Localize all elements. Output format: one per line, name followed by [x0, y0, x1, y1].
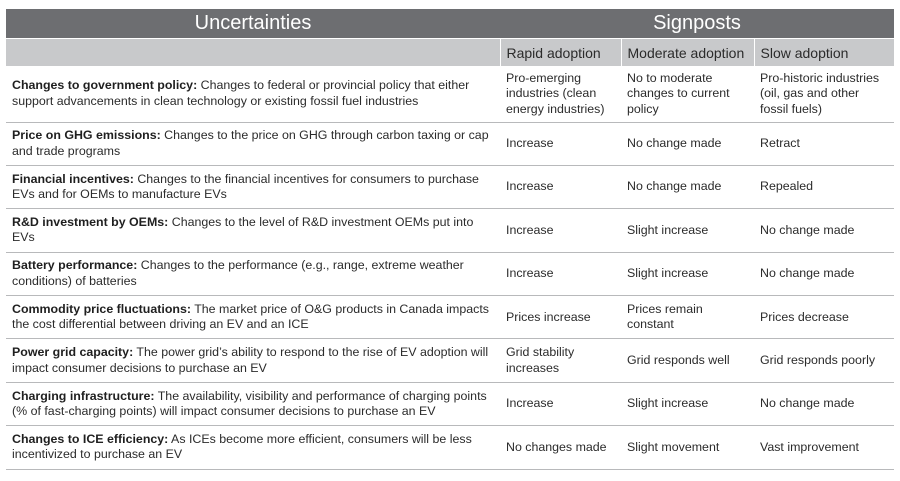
moderate-adoption-cell: No change made	[621, 165, 754, 210]
table-row: Charging infrastructure: The availabilit…	[6, 382, 894, 427]
uncertainty-description: The market price of O&G products in Cana…	[12, 301, 489, 332]
rapid-adoption-cell: Increase	[500, 382, 621, 427]
slow-adoption-header: Slow adoption	[753, 38, 894, 66]
uncertainty-title: Battery performance:	[12, 258, 138, 273]
rapid-adoption-cell: Grid stability increases	[500, 338, 621, 383]
table-row: Financial incentives: Changes to the fin…	[6, 165, 894, 210]
moderate-adoption-header: Moderate adoption	[620, 38, 754, 66]
uncertainty-description: Changes to the financial incentives for …	[12, 171, 479, 202]
rapid-adoption-cell: Pro-emerging industries (clean energy in…	[500, 66, 621, 123]
moderate-adoption-cell: Grid responds well	[621, 338, 754, 383]
uncertainty-title: Changes to ICE efficiency:	[12, 431, 169, 446]
uncertainty-cell: Power grid capacity: The power grid’s ab…	[6, 338, 500, 383]
slow-adoption-cell: Pro-historic industries (oil, gas and ot…	[754, 66, 894, 123]
uncertainty-cell: Commodity price fluctuations: The market…	[6, 295, 500, 340]
uncertainty-title: Price on GHG emissions:	[12, 128, 161, 143]
uncertainty-cell: R&D investment by OEMs: Changes to the l…	[6, 208, 500, 253]
header-row-top: Uncertainties Signposts	[6, 9, 894, 39]
uncertainty-title: R&D investment by OEMs:	[12, 214, 169, 229]
rapid-adoption-cell: Increase	[500, 252, 621, 297]
uncertainty-cell: Financial incentives: Changes to the fin…	[6, 165, 500, 210]
table-row: Power grid capacity: The power grid’s ab…	[6, 338, 894, 383]
moderate-adoption-cell: No change made	[621, 122, 754, 166]
table-row: Price on GHG emissions: Changes to the p…	[6, 122, 894, 166]
uncertainty-title: Power grid capacity:	[12, 345, 134, 360]
uncertainties-header: Uncertainties	[6, 9, 500, 39]
uncertainty-description: Changes to the level of R&D investment O…	[12, 214, 474, 245]
signposts-header: Signposts	[500, 9, 894, 39]
uncertainty-description: The availability, visibility and perform…	[12, 388, 487, 419]
slow-adoption-cell: Prices decrease	[754, 295, 894, 340]
uncertainty-description: Changes to the performance (e.g., range,…	[12, 258, 464, 288]
header-blank-cell	[6, 38, 500, 66]
moderate-adoption-cell: Prices remain constant	[621, 295, 754, 340]
table-row: Changes to government policy: Changes to…	[6, 66, 894, 123]
uncertainty-cell: Battery performance: Changes to the perf…	[6, 252, 500, 297]
uncertainty-title: Commodity price fluctuations:	[12, 301, 191, 316]
uncertainty-description: The power grid’s ability to respond to t…	[12, 345, 489, 375]
slow-adoption-cell: No change made	[754, 252, 894, 297]
uncertainty-description: Changes to the price on GHG through carb…	[12, 128, 489, 158]
slow-adoption-cell: No change made	[754, 382, 894, 427]
moderate-adoption-cell: Slight movement	[621, 425, 754, 470]
uncertainty-cell: Changes to ICE efficiency: As ICEs becom…	[6, 425, 500, 470]
uncertainty-description: Changes to federal or provincial policy …	[12, 78, 470, 108]
table-row: Battery performance: Changes to the perf…	[6, 252, 894, 297]
uncertainty-title: Charging infrastructure:	[12, 388, 155, 403]
moderate-adoption-cell: No to moderate changes to current policy	[621, 66, 754, 123]
rapid-adoption-cell: Increase	[500, 165, 621, 210]
header-row-sub: Rapid adoption Moderate adoption Slow ad…	[6, 38, 894, 66]
moderate-adoption-cell: Slight increase	[621, 252, 754, 297]
signposts-table: Uncertainties Signposts Rapid adoption M…	[6, 9, 894, 470]
rapid-adoption-cell: Increase	[500, 208, 621, 253]
table-row: Changes to ICE efficiency: As ICEs becom…	[6, 425, 894, 470]
moderate-adoption-cell: Slight increase	[621, 208, 754, 253]
signposts-table-container: Uncertainties Signposts Rapid adoption M…	[6, 9, 894, 470]
uncertainty-description: As ICEs become more efficient, consumers…	[12, 431, 472, 462]
uncertainty-cell: Charging infrastructure: The availabilit…	[6, 382, 500, 427]
rapid-adoption-header: Rapid adoption	[499, 38, 621, 66]
slow-adoption-cell: Grid responds poorly	[754, 338, 894, 383]
table-row: Commodity price fluctuations: The market…	[6, 295, 894, 340]
uncertainty-cell: Changes to government policy: Changes to…	[6, 66, 500, 123]
table-row: R&D investment by OEMs: Changes to the l…	[6, 208, 894, 253]
rapid-adoption-cell: Prices increase	[500, 295, 621, 340]
slow-adoption-cell: Retract	[754, 122, 894, 166]
slow-adoption-cell: Repealed	[754, 165, 894, 210]
uncertainty-cell: Price on GHG emissions: Changes to the p…	[6, 122, 500, 166]
rapid-adoption-cell: Increase	[500, 122, 621, 166]
moderate-adoption-cell: Slight increase	[621, 382, 754, 427]
uncertainty-title: Financial incentives:	[12, 171, 134, 186]
slow-adoption-cell: No change made	[754, 208, 894, 253]
uncertainty-title: Changes to government policy:	[12, 78, 198, 93]
slow-adoption-cell: Vast improvement	[754, 425, 894, 470]
rapid-adoption-cell: No changes made	[500, 425, 621, 470]
